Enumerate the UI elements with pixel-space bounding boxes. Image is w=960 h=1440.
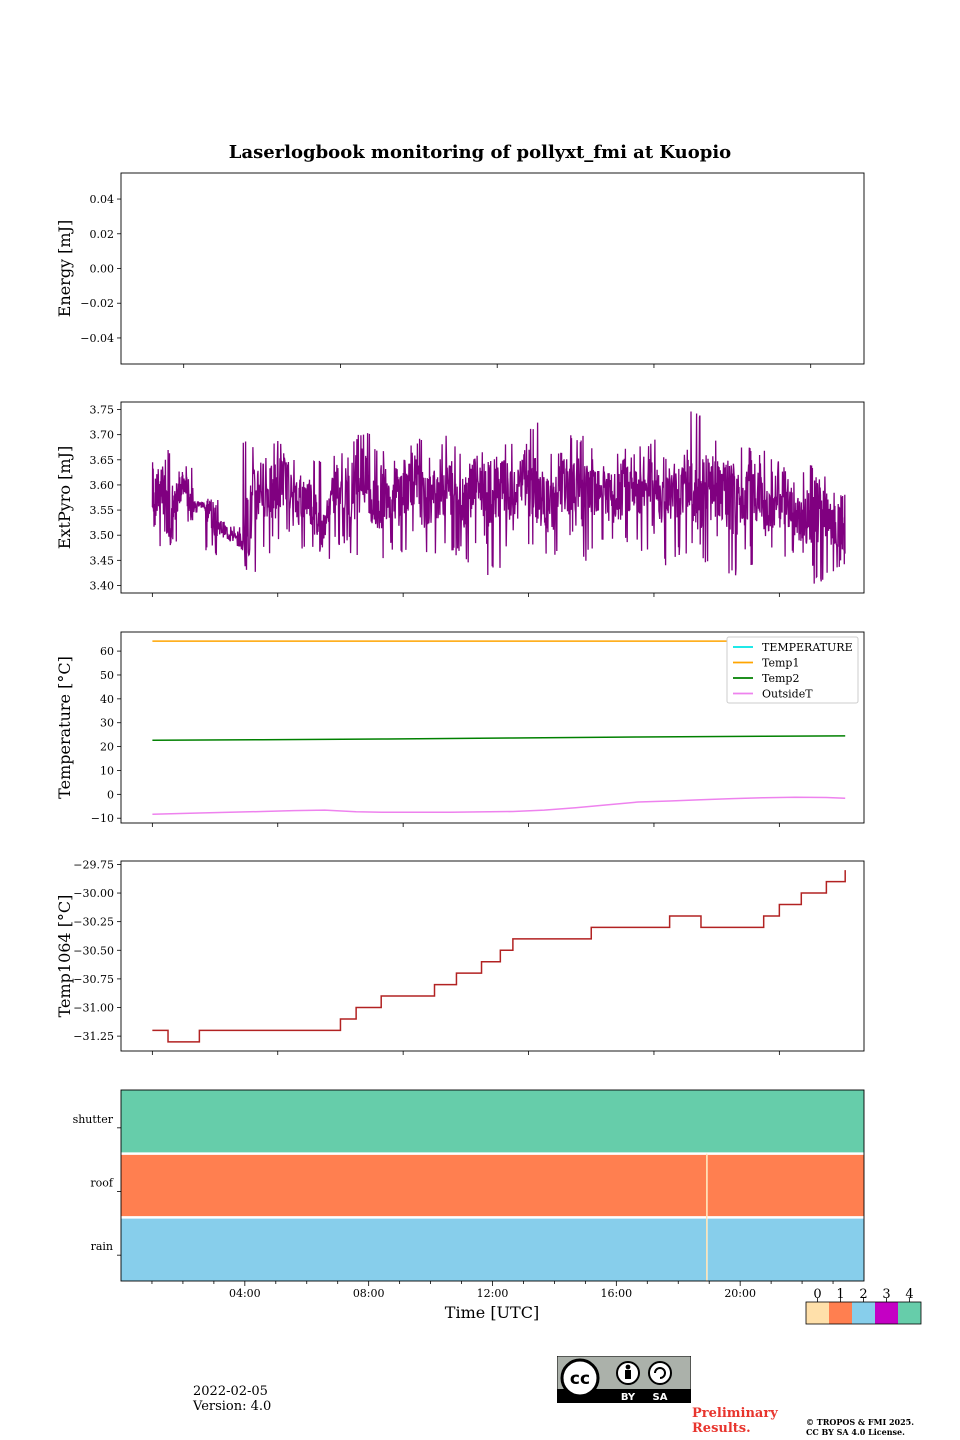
y-tick-label: 0.02 bbox=[90, 228, 115, 241]
y-tick-label: 20 bbox=[100, 741, 114, 754]
panel-4: −31.25 −31.00 −30.75 −30.50 −30.25 −30.00 −29.… bbox=[55, 858, 865, 1055]
colorbar-label: 1 bbox=[836, 1287, 844, 1302]
x-tick-label: 12:00 bbox=[477, 1287, 509, 1300]
heatmap-cell-roof bbox=[121, 1153, 707, 1218]
y-tick-label: 60 bbox=[100, 645, 114, 658]
y-tick-label: −0.04 bbox=[80, 332, 114, 345]
y-tick-label: −30.00 bbox=[73, 887, 114, 900]
heatmap-cell-roof bbox=[707, 1153, 864, 1218]
series-line-outsidet bbox=[152, 796, 846, 815]
x-axis-label: Time [UTC] bbox=[445, 1303, 539, 1322]
y-tick-label: 3.75 bbox=[90, 404, 115, 417]
panel-5: shutter roof rain 04:00 08:00 12:00 16:00 20:00… bbox=[73, 1089, 922, 1325]
heatmap-cell-shutter bbox=[121, 1090, 864, 1154]
copyright-note: © TROPOS & FMI 2025. CC BY SA 4.0 Licens… bbox=[806, 1417, 914, 1437]
sa-icon bbox=[648, 1361, 672, 1385]
y-tick-label: −30.75 bbox=[73, 973, 114, 986]
axes-frame bbox=[120, 631, 865, 824]
series-line-temp2 bbox=[152, 735, 846, 741]
colorbar-cell-3 bbox=[875, 1302, 898, 1324]
y-tick-label: 3.45 bbox=[90, 554, 115, 567]
x-tick-label: 16:00 bbox=[600, 1287, 632, 1300]
cc-license-badge: cc BY SA bbox=[556, 1355, 692, 1404]
x-tick-label: 08:00 bbox=[353, 1287, 385, 1300]
sa-label: SA bbox=[653, 1392, 668, 1403]
colorbar-label: 4 bbox=[905, 1287, 913, 1302]
preliminary-note: Preliminary Results. bbox=[692, 1406, 778, 1436]
y-tick-label: 0.04 bbox=[90, 193, 115, 206]
y-tick-label: −30.25 bbox=[73, 916, 114, 929]
panel-2: 3.40 3.45 3.50 3.55 3.60 3.65 3.70 3.75 ExtPyro … bbox=[55, 401, 865, 597]
sa-icon-arrow bbox=[654, 1367, 666, 1379]
series-line-extpyro bbox=[151, 411, 846, 584]
colorbar-label: 2 bbox=[859, 1287, 867, 1302]
legend-box bbox=[726, 636, 859, 704]
footer-version: Version: 4.0 bbox=[193, 1399, 272, 1414]
heatmap-cell-rain bbox=[707, 1217, 864, 1281]
x-tick-label: 20:00 bbox=[724, 1287, 756, 1300]
axes-frame bbox=[120, 172, 865, 365]
y-tick-label: 3.70 bbox=[90, 429, 115, 442]
y-tick-label: −31.00 bbox=[73, 1002, 114, 1015]
y-tick-label: 0.00 bbox=[90, 263, 115, 276]
y-tick-label: 50 bbox=[100, 669, 114, 682]
y-tick-label: 3.60 bbox=[90, 479, 115, 492]
y-tick-label: −30.50 bbox=[73, 944, 114, 957]
y-tick-label: 40 bbox=[100, 693, 114, 706]
y-tick-label: −0.02 bbox=[80, 297, 114, 310]
y-tick-label: −10 bbox=[91, 812, 114, 825]
y-axis-label: Temperature [°C] bbox=[55, 656, 74, 799]
series-line-temp1064 bbox=[152, 870, 846, 1043]
row-label-roof: roof bbox=[90, 1177, 114, 1190]
by-label: BY bbox=[621, 1392, 636, 1403]
y-tick-label: 0 bbox=[107, 788, 114, 801]
colorbar-cell-4 bbox=[898, 1302, 921, 1324]
chart-title: Laserlogbook monitoring of pollyxt_fmi a… bbox=[229, 142, 731, 163]
axes-frame bbox=[120, 860, 865, 1052]
x-tick-label: 04:00 bbox=[229, 1287, 261, 1300]
y-axis-label: ExtPyro [mJ] bbox=[55, 446, 74, 549]
colorbar-cell-0 bbox=[806, 1302, 829, 1324]
colorbar-label: 3 bbox=[882, 1287, 890, 1302]
preliminary-line2: Results. bbox=[692, 1421, 751, 1436]
y-tick-label: −31.25 bbox=[73, 1030, 114, 1043]
y-tick-label: 3.65 bbox=[90, 454, 115, 467]
by-icon-body bbox=[625, 1370, 631, 1379]
y-tick-label: 3.55 bbox=[90, 504, 115, 517]
legend-entry: Temp2 bbox=[762, 672, 799, 685]
copyright-line1: © TROPOS & FMI 2025. bbox=[806, 1417, 915, 1427]
axes-frame bbox=[120, 401, 865, 594]
footer-date: 2022-02-05 bbox=[193, 1384, 268, 1399]
cc-icon-text: cc bbox=[570, 1369, 590, 1389]
y-tick-label: −29.75 bbox=[73, 858, 114, 871]
axes-frame bbox=[120, 1089, 865, 1282]
colorbar-cell-2 bbox=[852, 1302, 875, 1324]
row-label-shutter: shutter bbox=[73, 1113, 114, 1126]
copyright-line2: CC BY SA 4.0 License. bbox=[806, 1427, 905, 1437]
cc-icon bbox=[560, 1358, 600, 1398]
colorbar-label: 0 bbox=[813, 1287, 821, 1302]
y-tick-label: 10 bbox=[100, 764, 114, 777]
colorbar-cell-1 bbox=[829, 1302, 852, 1324]
by-icon-head bbox=[625, 1364, 631, 1370]
preliminary-line1: Preliminary bbox=[692, 1406, 778, 1421]
footer-date-block: 2022-02-05 Version: 4.0 bbox=[193, 1384, 271, 1414]
legend-entry: Temp1 bbox=[762, 657, 799, 670]
y-tick-label: 30 bbox=[100, 717, 114, 730]
y-axis-label: Energy [mJ] bbox=[55, 220, 74, 318]
legend-entry: TEMPERATURE bbox=[762, 641, 853, 654]
y-axis-label: Temp1064 [°C] bbox=[55, 895, 74, 1018]
y-tick-label: 3.50 bbox=[90, 529, 115, 542]
legend-entry: OutsideT bbox=[762, 688, 813, 701]
panel-1: −0.04 −0.02 0.00 0.02 0.04 Energy [mJ] bbox=[55, 172, 865, 368]
heatmap-cell-rain bbox=[121, 1217, 707, 1281]
row-label-rain: rain bbox=[91, 1240, 113, 1253]
y-tick-label: 3.40 bbox=[90, 579, 115, 592]
panel-3: −10 0 10 20 30 40 50 60 Temperature [°C] TEMPERAT… bbox=[55, 631, 865, 827]
colorbar-frame bbox=[805, 1301, 922, 1325]
cc-badge-graphic: cc BY SA bbox=[556, 1355, 692, 1404]
